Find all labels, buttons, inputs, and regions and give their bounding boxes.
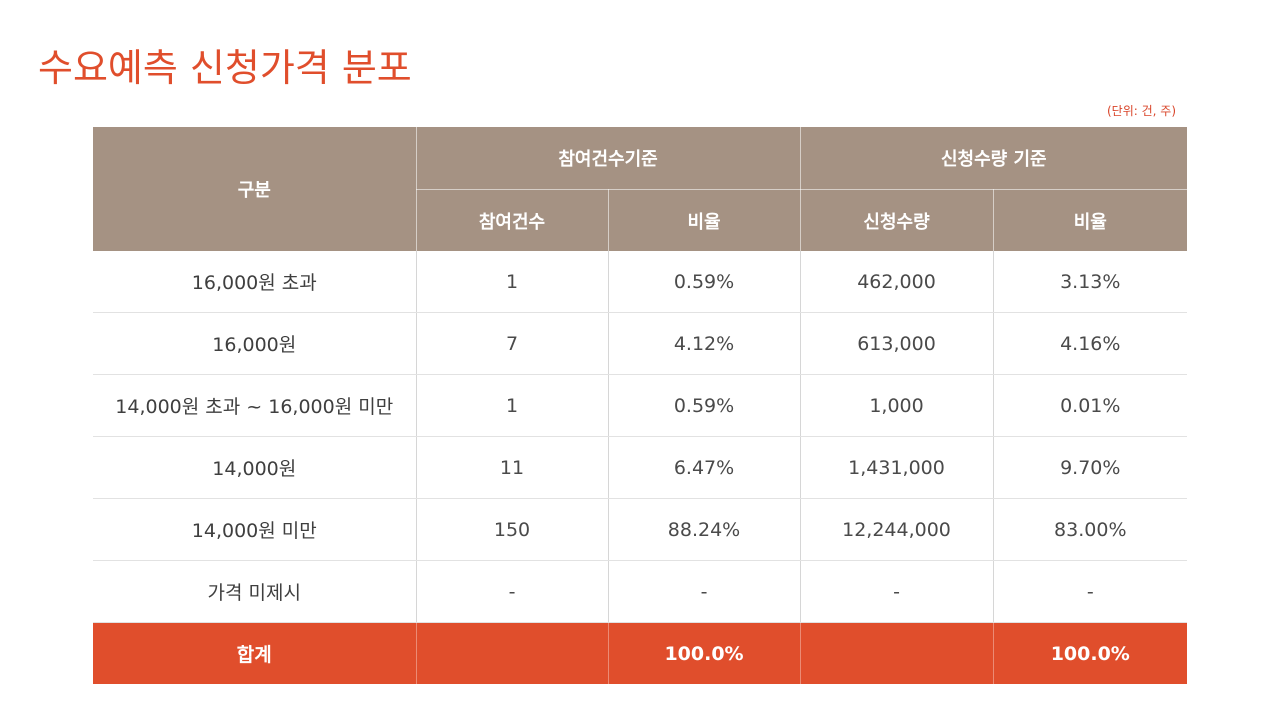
quantity-cell: 1,431,000: [800, 436, 994, 499]
row-label: 16,000원: [93, 312, 417, 375]
participation-count-cell: 150: [416, 498, 609, 561]
quantity-cell: 613,000: [800, 312, 994, 375]
participation-ratio-cell: 6.47%: [608, 436, 801, 499]
quantity-cell: 1,000: [800, 374, 994, 437]
row-label: 14,000원 미만: [93, 498, 417, 561]
unit-note: (단위: 건, 주): [1106, 104, 1176, 118]
price-distribution-table: 구분 참여건수기준 신청수량 기준 참여건수 비율 신청수량 비율 16,000…: [93, 127, 1188, 684]
header-row-group: 구분 참여건수기준 신청수량 기준: [93, 127, 1188, 251]
participation-ratio-cell: 0.59%: [608, 251, 801, 313]
row-label: 16,000원 초과: [93, 251, 417, 313]
participation-count-cell: -: [416, 560, 609, 623]
participation-ratio-cell: 4.12%: [608, 312, 801, 375]
quantity-ratio-cell: -: [993, 560, 1188, 623]
table-row: 14,000원 미만 150 88.24% 12,244,000 83.00%: [93, 498, 1188, 561]
row-label: 가격 미제시: [93, 560, 417, 623]
quantity-ratio-cell: 83.00%: [993, 498, 1188, 561]
header-participation-count: 참여건수: [416, 189, 609, 251]
table-row: 16,000원 7 4.12% 613,000 4.16%: [93, 312, 1188, 375]
header-quantity-ratio: 비율: [993, 189, 1188, 251]
table-row: 16,000원 초과 1 0.59% 462,000 3.13%: [93, 251, 1188, 313]
total-participation-count: [416, 622, 609, 684]
header-group-quantity: 신청수량 기준: [800, 127, 1188, 190]
total-label: 합계: [93, 622, 417, 684]
quantity-cell: 462,000: [800, 251, 994, 313]
participation-count-cell: 1: [416, 374, 609, 437]
quantity-ratio-cell: 0.01%: [993, 374, 1188, 437]
participation-ratio-cell: 88.24%: [608, 498, 801, 561]
participation-ratio-cell: 0.59%: [608, 374, 801, 437]
total-quantity-ratio: 100.0%: [993, 622, 1188, 684]
total-row: 합계 100.0% 100.0%: [93, 622, 1188, 684]
quantity-ratio-cell: 4.16%: [993, 312, 1188, 375]
total-quantity: [800, 622, 994, 684]
quantity-ratio-cell: 3.13%: [993, 251, 1188, 313]
header-row-sub: 참여건수 비율 신청수량 비율: [93, 189, 1188, 251]
quantity-cell: -: [800, 560, 994, 623]
participation-count-cell: 1: [416, 251, 609, 313]
header-participation-ratio: 비율: [608, 189, 801, 251]
row-label: 14,000원 초과 ~ 16,000원 미만: [93, 374, 417, 437]
header-group-participation: 참여건수기준: [416, 127, 801, 190]
total-participation-ratio: 100.0%: [608, 622, 801, 684]
header-quantity: 신청수량: [800, 189, 994, 251]
quantity-ratio-cell: 9.70%: [993, 436, 1188, 499]
row-label: 14,000원: [93, 436, 417, 499]
participation-count-cell: 7: [416, 312, 609, 375]
participation-ratio-cell: -: [608, 560, 801, 623]
header-category: 구분: [93, 127, 417, 251]
table-row: 14,000원 11 6.47% 1,431,000 9.70%: [93, 436, 1188, 499]
table-row: 가격 미제시 - - - -: [93, 560, 1188, 623]
page-title: 수요예측 신청가격 분포: [38, 46, 412, 90]
table-row: 14,000원 초과 ~ 16,000원 미만 1 0.59% 1,000 0.…: [93, 374, 1188, 437]
quantity-cell: 12,244,000: [800, 498, 994, 561]
participation-count-cell: 11: [416, 436, 609, 499]
